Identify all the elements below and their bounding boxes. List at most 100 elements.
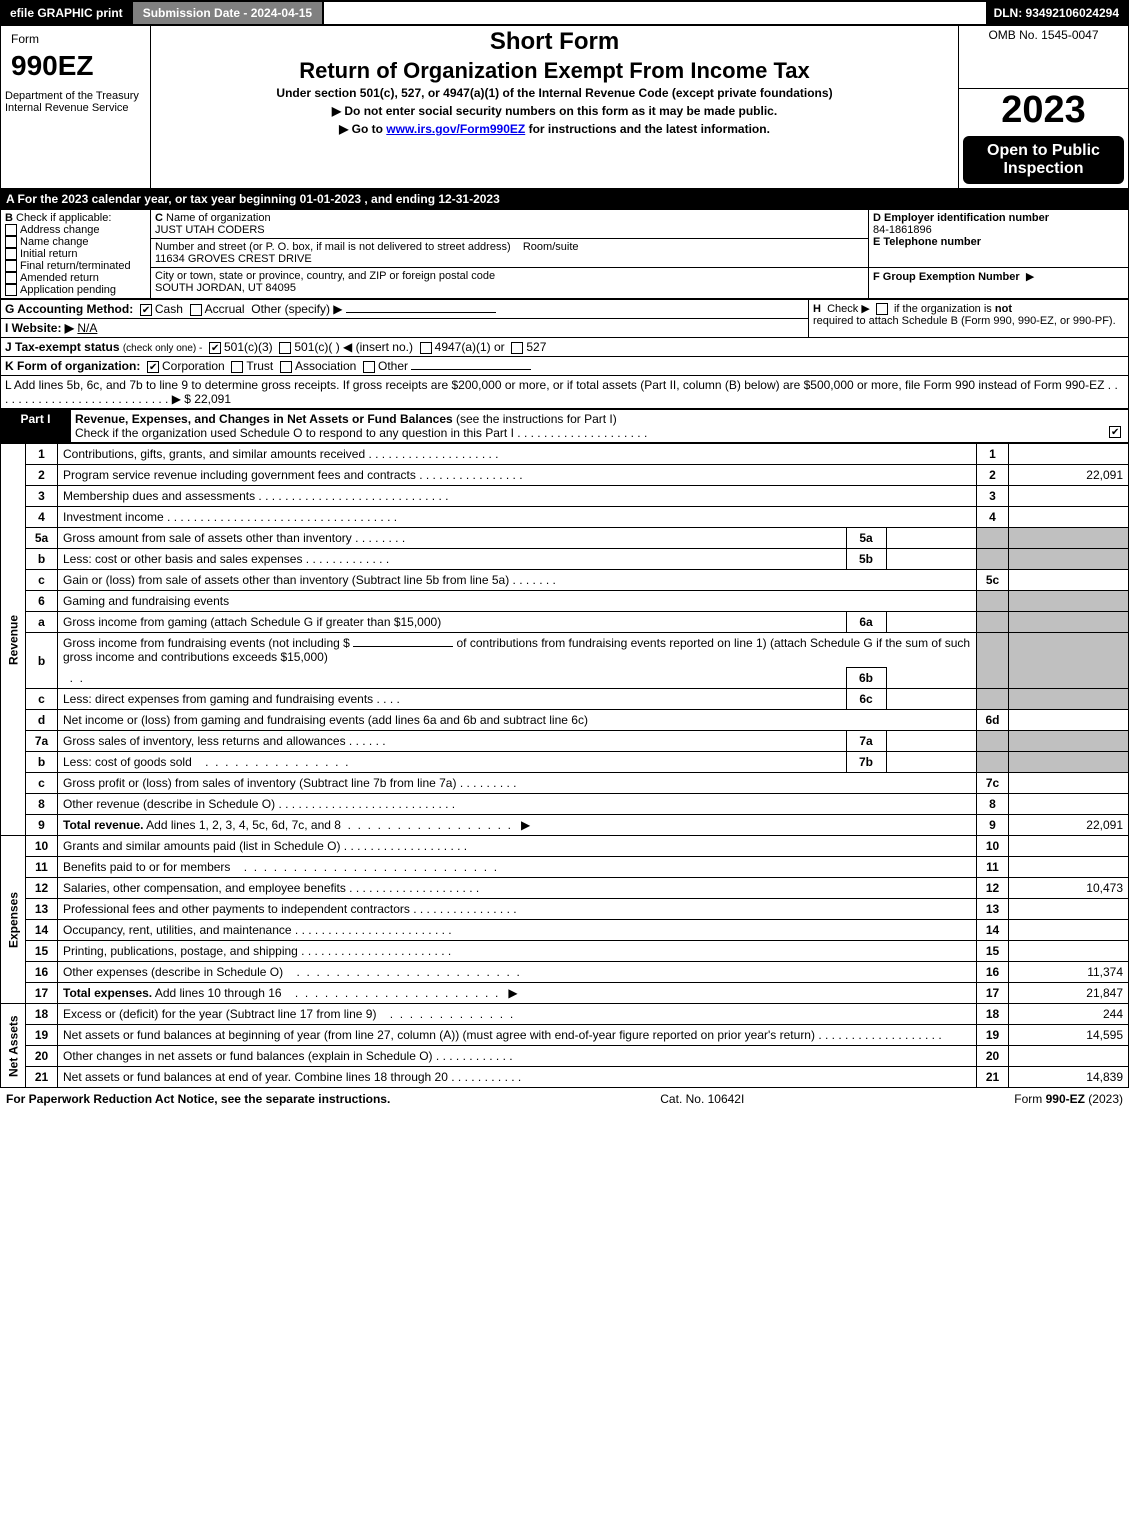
checkbox-accrual[interactable]	[190, 304, 202, 316]
line-3-numcol: 3	[977, 486, 1009, 507]
dept-label: Department of the Treasury Internal Reve…	[1, 88, 151, 188]
checkbox-application-pending[interactable]	[5, 284, 17, 296]
label-cash: Cash	[155, 302, 183, 316]
line-6a-sub: 6a	[846, 612, 886, 632]
checkbox-initial-return[interactable]	[5, 248, 17, 260]
line-15-numcol: 15	[977, 941, 1009, 962]
footer-right-form: 990-EZ	[1046, 1092, 1085, 1106]
line-21-num: 21	[26, 1067, 58, 1088]
bcdef-table: B Check if applicable: Address change Na…	[0, 209, 1129, 300]
label-accrual: Accrual	[205, 302, 245, 316]
checkbox-trust[interactable]	[231, 361, 243, 373]
label-other-org: Other	[378, 359, 408, 373]
city-value: SOUTH JORDAN, UT 84095	[155, 282, 296, 294]
footer-right-suffix: (2023)	[1085, 1092, 1123, 1106]
no-ssn-note: ▶ Do not enter social security numbers o…	[155, 104, 954, 118]
line-6c-sub: 6c	[846, 689, 886, 709]
line-2-numcol: 2	[977, 465, 1009, 486]
checkbox-527[interactable]	[511, 342, 523, 354]
line-5a-cell: Gross amount from sale of assets other t…	[58, 528, 977, 549]
line-20-desc: Other changes in net assets or fund bala…	[63, 1049, 433, 1063]
checkbox-schedule-b[interactable]	[876, 303, 888, 315]
form-number: 990EZ	[5, 50, 146, 86]
line-19-text: Net assets or fund balances at beginning…	[58, 1025, 977, 1046]
line-12-num: 12	[26, 878, 58, 899]
line-9-numcol: 9	[977, 815, 1009, 836]
part1-sub: (see the instructions for Part I)	[456, 412, 617, 426]
section-a: A For the 2023 calendar year, or tax yea…	[0, 189, 1129, 209]
line-14-val	[1009, 920, 1129, 941]
checkbox-501c[interactable]	[279, 342, 291, 354]
line-7b-sub: 7b	[846, 752, 886, 772]
line-6a-cell: Gross income from gaming (attach Schedul…	[58, 612, 977, 633]
part1-check-line: Check if the organization used Schedule …	[75, 426, 514, 440]
line-5b-numcol	[977, 549, 1009, 570]
line-18-desc: Excess or (deficit) for the year (Subtra…	[63, 1007, 376, 1021]
line-6b-cell: Gross income from fundraising events (no…	[58, 633, 977, 689]
section-h-label: H	[813, 303, 821, 315]
line-7b-valcol	[1009, 752, 1129, 773]
line-6c-num: c	[26, 689, 58, 710]
goto-link[interactable]: www.irs.gov/Form990EZ	[386, 122, 525, 136]
line-5b-sub: 5b	[846, 549, 886, 569]
checkbox-schedule-o[interactable]	[1109, 426, 1121, 438]
line-15-val	[1009, 941, 1129, 962]
line-18-numcol: 18	[977, 1004, 1009, 1025]
checkbox-name-change[interactable]	[5, 236, 17, 248]
checkbox-cash[interactable]	[140, 304, 152, 316]
line-12-desc: Salaries, other compensation, and employ…	[63, 881, 346, 895]
submission-date-label: Submission Date - 2024-04-15	[131, 2, 324, 24]
line-14-numcol: 14	[977, 920, 1009, 941]
section-l-arrow: ▶ $	[172, 392, 191, 406]
line-6b-num: b	[26, 633, 58, 689]
line-6b-subval	[886, 668, 976, 689]
line-8-desc: Other revenue (describe in Schedule O)	[63, 797, 275, 811]
checkbox-4947[interactable]	[420, 342, 432, 354]
website-value: N/A	[77, 321, 97, 335]
line-10-text: Grants and similar amounts paid (list in…	[58, 836, 977, 857]
line-17-text: Total expenses. Add lines 10 through 16 …	[58, 983, 977, 1004]
line-16-desc: Other expenses (describe in Schedule O)	[63, 965, 283, 979]
checkbox-other-org[interactable]	[363, 361, 375, 373]
checkbox-final-return[interactable]	[5, 260, 17, 272]
part1-label: Part I	[1, 410, 71, 443]
line-3-val	[1009, 486, 1129, 507]
line-6b-numcol	[977, 633, 1009, 689]
section-e-label: E Telephone number	[873, 236, 981, 248]
checkbox-address-change[interactable]	[5, 224, 17, 236]
line-1-text: Contributions, gifts, grants, and simila…	[58, 444, 977, 465]
line-5a-numcol	[977, 528, 1009, 549]
footer-right: Form 990-EZ (2023)	[1014, 1092, 1123, 1106]
checkbox-501c3[interactable]	[209, 342, 221, 354]
line-6b-text: Gross income from fundraising events (no…	[58, 633, 976, 668]
label-amended-return: Amended return	[20, 272, 99, 284]
line-5b-text: Less: cost or other basis and sales expe…	[58, 549, 846, 569]
line-17-arrow: ▶	[508, 986, 517, 1000]
line-6a-num: a	[26, 612, 58, 633]
line-14-num: 14	[26, 920, 58, 941]
label-501c3: 501(c)(3)	[224, 340, 273, 354]
line-7b-text: Less: cost of goods sold . . . . . . . .…	[58, 752, 846, 772]
line-6b-sub: 6b	[846, 668, 886, 689]
line-6a-numcol	[977, 612, 1009, 633]
line-7a-numcol	[977, 731, 1009, 752]
line-2-num: 2	[26, 465, 58, 486]
label-527: 527	[526, 340, 546, 354]
section-j-label: J Tax-exempt status	[5, 340, 120, 354]
line-20-val	[1009, 1046, 1129, 1067]
line-3-desc: Membership dues and assessments	[63, 489, 255, 503]
checkbox-assoc[interactable]	[280, 361, 292, 373]
line-5c-numcol: 5c	[977, 570, 1009, 591]
ein-value: 84-1861896	[873, 224, 932, 236]
line-1-val	[1009, 444, 1129, 465]
line-6c-desc: Less: direct expenses from gaming and fu…	[63, 692, 373, 706]
h-text1: Check ▶	[827, 303, 870, 315]
line-21-val: 14,839	[1009, 1067, 1129, 1088]
line-10-val	[1009, 836, 1129, 857]
omb-number: OMB No. 1545-0047	[959, 26, 1129, 88]
line-5b-valcol	[1009, 549, 1129, 570]
checkbox-amended-return[interactable]	[5, 272, 17, 284]
part1-header-table: Part I Revenue, Expenses, and Changes in…	[0, 409, 1129, 443]
checkbox-corp[interactable]	[147, 361, 159, 373]
line-17-val: 21,847	[1009, 983, 1129, 1004]
